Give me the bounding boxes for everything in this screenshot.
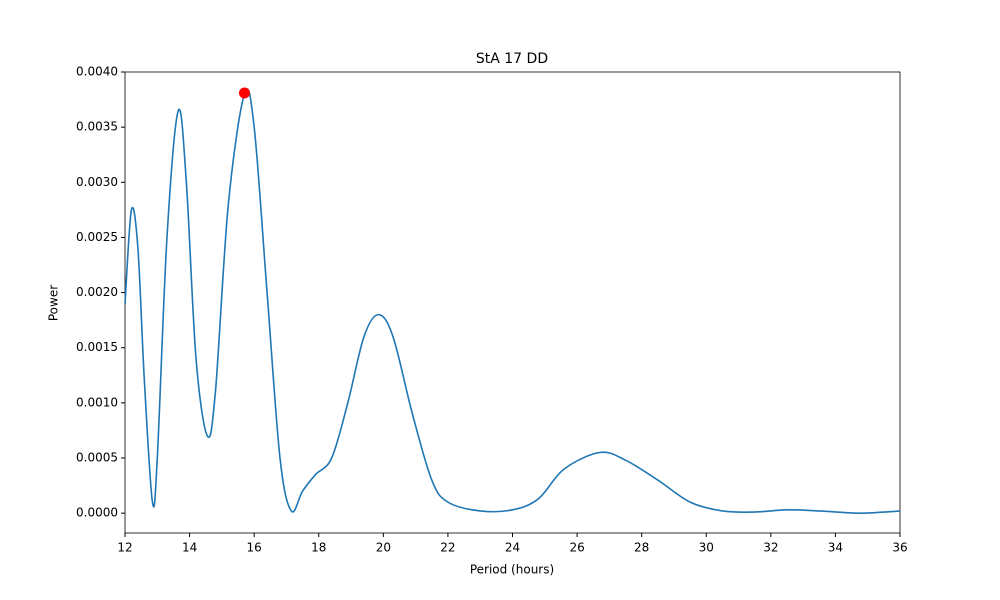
x-tick-label: 32 <box>763 541 778 555</box>
x-axis-label: Period (hours) <box>470 563 554 577</box>
y-tick-label: 0.0030 <box>76 175 118 189</box>
chart-title: StA 17 DD <box>476 51 548 67</box>
x-tick-label: 28 <box>634 541 649 555</box>
x-tick-label: 20 <box>376 541 391 555</box>
y-axis-label: Power <box>47 285 61 321</box>
x-tick-label: 14 <box>182 541 197 555</box>
x-tick-label: 24 <box>505 541 520 555</box>
x-tick-label: 16 <box>247 541 262 555</box>
x-tick-label: 34 <box>828 541 843 555</box>
y-tick-label: 0.0035 <box>76 120 118 134</box>
y-tick-label: 0.0040 <box>76 65 118 79</box>
x-tick-label: 12 <box>117 541 132 555</box>
plot-frame <box>124 71 901 534</box>
x-tick-label: 22 <box>440 541 455 555</box>
x-tick-label: 36 <box>892 541 907 555</box>
x-tick-label: 18 <box>311 541 326 555</box>
y-tick-label: 0.0025 <box>76 230 118 244</box>
peak-marker <box>238 87 250 99</box>
y-tick-label: 0.0015 <box>76 340 118 354</box>
x-tick-label: 26 <box>569 541 584 555</box>
x-tick-label: 30 <box>699 541 714 555</box>
y-tick-label: 0.0000 <box>76 506 118 520</box>
y-tick-label: 0.0020 <box>76 285 118 299</box>
power-line <box>124 88 901 514</box>
y-tick-label: 0.0005 <box>76 451 118 465</box>
y-tick-label: 0.0010 <box>76 395 118 409</box>
